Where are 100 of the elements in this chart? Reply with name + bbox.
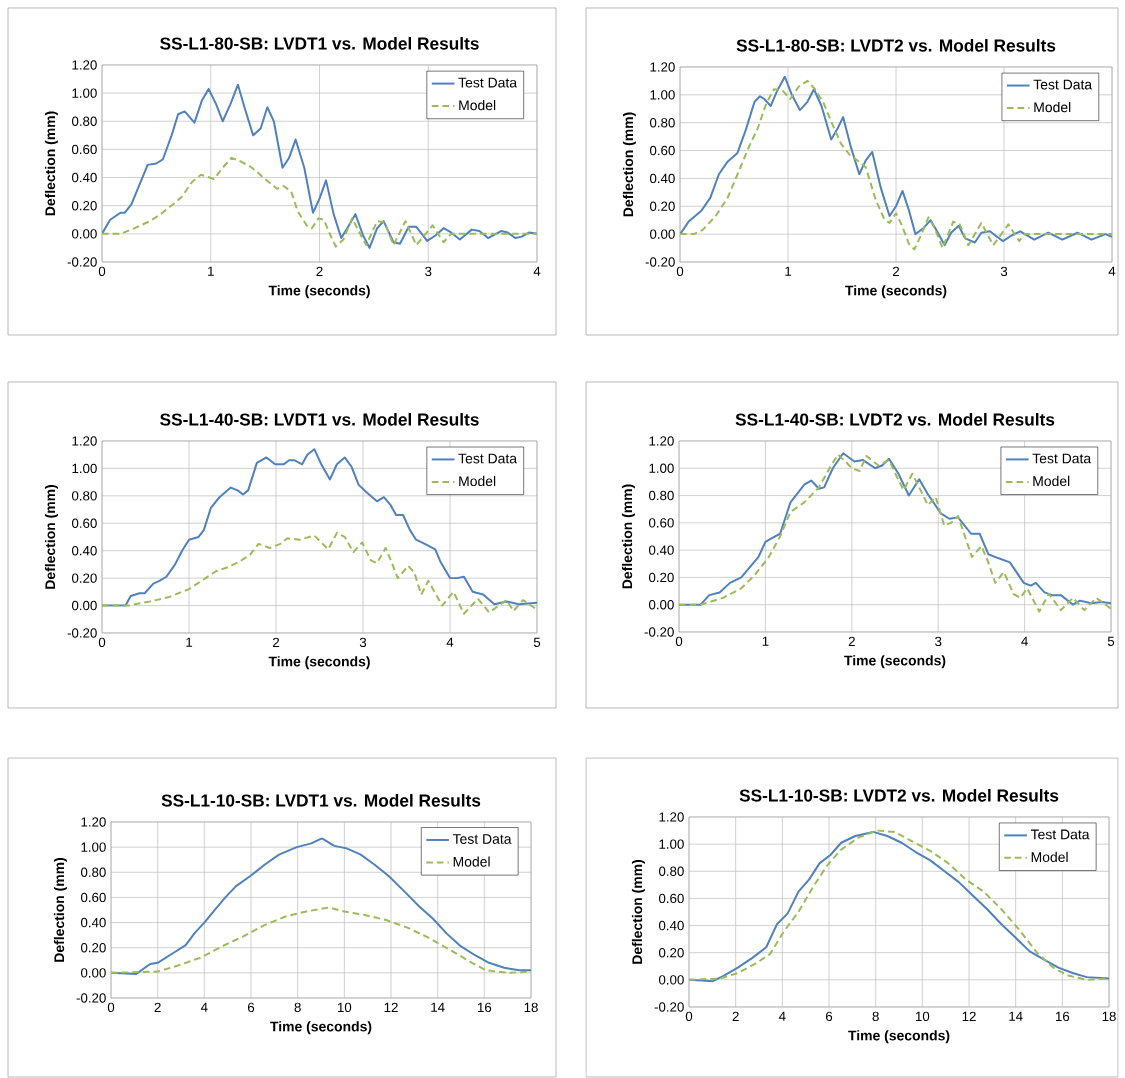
x-tick-label: 2 [154,1002,161,1012]
y-tick-label: 0.80 [649,117,675,128]
x-tick-label: 12 [384,1002,398,1012]
y-tick-label: 0.40 [80,917,106,928]
x-tick-label: 5 [1107,636,1115,646]
legend-label: Test Data [1033,79,1093,90]
y-tick-label: 0.00 [80,968,106,978]
x-tick-label: 3 [1000,266,1008,277]
x-tick-label: 2 [272,637,280,647]
x-tick-label: 1 [208,266,214,276]
y-tick-label: 0.60 [649,145,675,156]
x-tick-label: 14 [1009,1011,1023,1021]
x-axis-title: Time (seconds) [844,655,946,669]
legend-label: Test Data [1032,453,1092,464]
x-tick-label: 8 [294,1002,301,1013]
x-tick-label: 6 [825,1011,833,1022]
y-tick-label: 1.20 [649,436,674,446]
x-tick-label: 16 [1055,1011,1070,1022]
y-tick-label: 1.00 [649,463,674,473]
y-tick-label: 0.20 [648,572,674,583]
x-tick-label: 10 [915,1011,930,1022]
x-axis-title: Time (seconds) [845,285,947,299]
line-series [102,156,538,248]
y-tick-label: 0.00 [71,229,97,239]
y-tick-label: 0.80 [648,490,674,501]
chart-title: SS-L1-80-SB: LVDT1 vs. Model Results [160,36,479,50]
y-axis-title: Deflection (mm) [53,858,67,962]
y-tick-label: 0.40 [71,546,97,556]
x-tick-label: 2 [732,1011,739,1021]
legend-label: Model [1033,475,1070,487]
y-tick-label: 0.40 [648,545,674,555]
y-tick-label: 0.20 [80,943,106,953]
x-tick-label: 18 [524,1002,538,1013]
legend-label: Model [453,856,490,867]
x-tick-label: 6 [247,1002,255,1013]
y-tick-label: 0.60 [71,144,97,155]
x-tick-label: 14 [431,1002,445,1012]
y-tick-label: 1.20 [659,812,684,822]
chart-title: SS-L1-80-SB: LVDT2 vs. Model Results [736,38,1056,52]
chart-title: SS-L1-40-SB: LVDT2 vs. Model Results [735,412,1055,426]
x-tick-label: 10 [337,1002,352,1013]
y-axis-title: Deflection (mm) [622,112,636,217]
y-tick-label: -0.20 [645,257,675,267]
y-tick-label: 0.20 [658,948,684,958]
x-tick-label: 2 [848,636,855,646]
legend-label: Model [1034,101,1071,113]
x-tick-label: 0 [675,636,683,647]
y-tick-label: 0.00 [649,229,675,239]
chart-title: SS-L1-10-SB: LVDT2 vs. Model Results [739,788,1059,802]
y-tick-label: -0.20 [67,628,97,638]
legend-label: Model [1031,851,1068,863]
y-tick-label: 0.20 [649,201,675,211]
y-axis-title: Deflection (mm) [44,111,58,216]
x-axis-title: Time (seconds) [268,656,370,670]
y-tick-label: 1.20 [72,60,97,70]
y-tick-label: 0.60 [658,893,684,904]
y-axis-title: Deflection (mm) [44,485,58,589]
legend-label: Test Data [452,834,512,844]
chart-title: SS-L1-40-SB: LVDT1 vs. Model Results [160,412,479,426]
x-tick-label: 3 [935,636,942,647]
y-tick-label: 0.00 [648,600,674,610]
y-tick-label: 0.80 [71,491,97,501]
y-tick-label: 0.00 [71,600,97,611]
x-axis-title: Time (seconds) [268,285,370,299]
y-tick-label: 1.20 [650,62,675,72]
x-tick-label: 1 [762,636,769,646]
y-tick-label: 0.40 [649,173,675,184]
x-tick-label: 3 [425,266,432,277]
y-tick-label: 1.00 [72,463,97,474]
x-tick-label: 2 [892,266,900,276]
chart-title: SS-L1-10-SB: LVDT1 vs. Model Results [161,793,481,807]
y-tick-label: 0.40 [658,920,684,931]
y-tick-label: 1.00 [72,88,97,98]
x-tick-label: 12 [962,1011,976,1021]
y-tick-label: 1.20 [81,817,106,827]
x-tick-label: 4 [200,1002,208,1012]
x-tick-label: 4 [446,637,454,647]
y-tick-label: -0.20 [644,627,674,637]
line-series [102,531,538,615]
legend-label: Model [459,475,496,487]
x-axis-title: Time (seconds) [270,1021,372,1035]
x-tick-label: 4 [533,266,541,276]
y-tick-label: 0.20 [71,573,97,583]
y-axis-title: Deflection (mm) [631,860,645,964]
y-tick-label: 0.80 [80,867,106,877]
y-tick-label: 0.20 [71,200,97,211]
y-tick-label: 0.80 [71,116,97,126]
y-tick-label: 1.20 [72,436,97,446]
x-tick-label: 4 [1108,266,1116,276]
legend-label: Test Data [458,453,518,464]
y-axis-title: Deflection (mm) [621,484,635,589]
y-tick-label: -0.20 [76,993,106,1003]
x-tick-label: 1 [186,637,193,647]
x-tick-label: 16 [477,1002,492,1013]
y-tick-label: 0.60 [648,518,674,528]
y-tick-label: 0.80 [658,866,684,876]
legend-label: Test Data [458,77,518,88]
y-tick-label: 0.40 [71,172,97,183]
y-tick-label: 1.00 [81,842,106,852]
x-tick-label: 0 [685,1011,693,1022]
